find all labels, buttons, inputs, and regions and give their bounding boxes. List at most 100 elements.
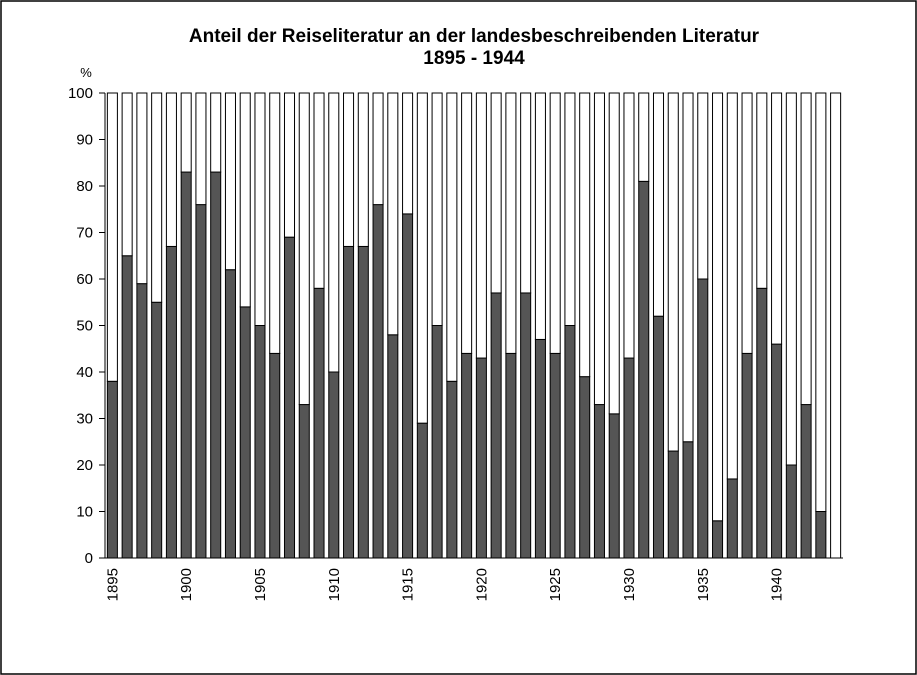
bar-segment bbox=[505, 352, 517, 559]
bar-segment bbox=[608, 413, 620, 559]
bar-segment bbox=[771, 92, 783, 345]
y-tick-label: 10 bbox=[76, 504, 93, 521]
bar-segment bbox=[254, 92, 266, 326]
bar-segment bbox=[416, 422, 428, 559]
bar-segment bbox=[136, 283, 148, 559]
bar-segment bbox=[239, 306, 251, 559]
bar-segment bbox=[490, 292, 502, 559]
x-tick-label: 1895 bbox=[104, 568, 121, 601]
chart-title: Anteil der Reiseliteratur an der landesb… bbox=[189, 26, 760, 47]
bar-segment bbox=[593, 92, 605, 406]
x-tick-label: 1930 bbox=[621, 568, 638, 601]
bar-segment bbox=[298, 404, 310, 559]
bar-segment bbox=[195, 204, 207, 559]
x-tick-label: 1910 bbox=[326, 568, 343, 601]
x-tick-label: 1925 bbox=[547, 568, 564, 601]
bar-segment bbox=[343, 245, 355, 559]
bar-segment bbox=[579, 92, 591, 378]
bar-segment bbox=[623, 92, 635, 359]
y-tick-label: 50 bbox=[76, 318, 93, 335]
bar-segment bbox=[402, 92, 414, 215]
bar-segment bbox=[210, 171, 222, 559]
y-tick-label: 70 bbox=[76, 225, 93, 242]
bar-segment bbox=[726, 478, 738, 559]
bar-segment bbox=[785, 92, 797, 466]
bar-segment bbox=[549, 352, 561, 559]
bar-segment bbox=[697, 92, 709, 280]
y-tick-label: 100 bbox=[68, 85, 93, 102]
bar-segment bbox=[490, 92, 502, 294]
bar-segment bbox=[608, 92, 620, 415]
bar-segment bbox=[682, 441, 694, 559]
bar-segment bbox=[815, 511, 827, 559]
bar-segment bbox=[534, 338, 546, 559]
x-tick-label: 1940 bbox=[769, 568, 786, 601]
bar-segment bbox=[387, 334, 399, 559]
y-tick-label: 90 bbox=[76, 132, 93, 149]
bar-segment bbox=[638, 92, 650, 182]
x-tick-label: 1920 bbox=[473, 568, 490, 601]
bar-segment bbox=[283, 92, 296, 238]
bar-segment bbox=[638, 180, 650, 559]
bar-segment bbox=[446, 92, 458, 382]
bar-segment bbox=[224, 269, 236, 559]
bar-segment bbox=[593, 404, 605, 559]
bar-segment bbox=[151, 301, 163, 559]
bar-segment bbox=[313, 92, 325, 289]
bar-segment bbox=[328, 371, 340, 559]
x-tick-label: 1900 bbox=[178, 568, 195, 601]
bar-segment bbox=[298, 92, 310, 406]
bar-segment bbox=[416, 92, 428, 424]
bar-segment bbox=[357, 245, 369, 559]
y-tick-label: 80 bbox=[76, 178, 93, 195]
bar-segment bbox=[741, 92, 753, 354]
bar-segment bbox=[461, 352, 473, 559]
bar-segment bbox=[534, 92, 546, 340]
bar-segment bbox=[446, 380, 458, 559]
bar-segment bbox=[756, 287, 768, 559]
bar-segment bbox=[741, 352, 753, 559]
bar-segment bbox=[106, 380, 118, 559]
bar-segment bbox=[712, 520, 724, 559]
bar-segment bbox=[269, 92, 281, 354]
bar-segment bbox=[431, 92, 443, 326]
bar-segment bbox=[623, 357, 635, 559]
bar-segment bbox=[210, 92, 222, 173]
bar-segment bbox=[756, 92, 768, 289]
bar-segment bbox=[121, 255, 133, 559]
y-axis-label: % bbox=[80, 65, 92, 80]
bar-segment bbox=[180, 171, 192, 559]
bar-segment bbox=[520, 92, 532, 294]
x-tick-label: 1915 bbox=[400, 568, 417, 601]
bar-segment bbox=[387, 92, 399, 336]
bar-segment bbox=[431, 325, 443, 559]
bar-segment bbox=[136, 92, 148, 285]
bar-segment bbox=[652, 315, 665, 559]
bar-segment bbox=[785, 464, 797, 559]
bar-segment bbox=[283, 236, 296, 559]
bar-segment bbox=[180, 92, 192, 173]
bar-segment bbox=[165, 245, 177, 559]
bar-segment bbox=[726, 92, 738, 480]
bar-segment bbox=[830, 92, 842, 559]
bar-segment bbox=[475, 92, 487, 359]
bar-segment bbox=[106, 92, 118, 382]
chart-subtitle: 1895 - 1944 bbox=[423, 48, 525, 69]
y-tick-label: 30 bbox=[76, 411, 93, 428]
bar-segment bbox=[815, 92, 827, 512]
bar-segment bbox=[697, 278, 709, 559]
bar-segment bbox=[402, 213, 414, 559]
bar-segment bbox=[313, 287, 325, 559]
bar-segment bbox=[165, 92, 177, 247]
y-tick-label: 20 bbox=[76, 457, 93, 474]
bar-segment bbox=[461, 92, 473, 354]
bar-segment bbox=[195, 92, 207, 206]
bar-segment bbox=[579, 376, 591, 559]
bar-segment bbox=[549, 92, 561, 354]
bar-segment bbox=[254, 325, 266, 559]
bar-segment bbox=[667, 450, 679, 559]
bar-segment bbox=[328, 92, 340, 373]
bar-segment bbox=[121, 92, 133, 257]
bar-segment bbox=[151, 92, 163, 303]
